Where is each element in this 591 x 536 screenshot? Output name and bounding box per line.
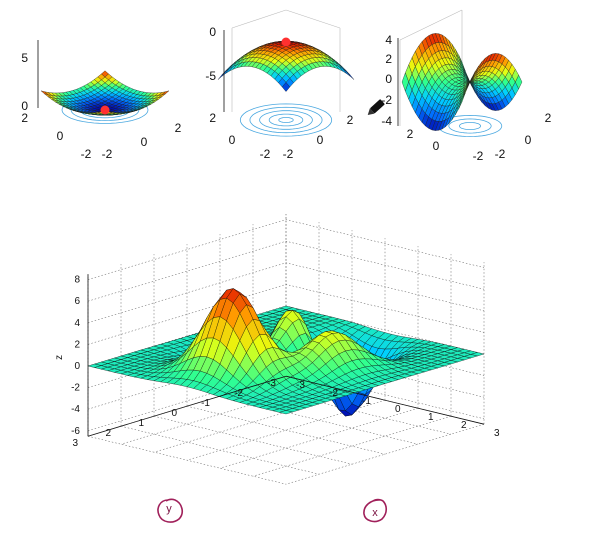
axis-lines xyxy=(87,274,485,437)
tick-label: 2 xyxy=(209,111,216,125)
saddle-surface xyxy=(401,33,523,131)
tick-label: 3 xyxy=(72,438,78,449)
tick-label: -1 xyxy=(362,396,371,407)
tick-label: -2 xyxy=(234,388,243,399)
tick-label: 5 xyxy=(21,51,28,65)
tick-label: -2 xyxy=(381,93,392,107)
tick-label: -2 xyxy=(102,147,113,161)
annotation-circle-y xyxy=(157,498,184,523)
tick-label: -4 xyxy=(381,114,392,128)
tick-label: 0 xyxy=(141,135,148,149)
tick-label: -3 xyxy=(296,380,305,391)
contour-lines xyxy=(239,103,333,137)
tick-label: 2 xyxy=(407,127,414,141)
tick-label: 0 xyxy=(74,361,80,372)
tick-label: -6 xyxy=(71,426,80,437)
tick-label: -1 xyxy=(201,398,210,409)
tick-label: -2 xyxy=(283,147,294,161)
tick-label: 0 xyxy=(385,72,392,86)
tick-label: -5 xyxy=(205,69,216,83)
tick-label: 8 xyxy=(74,275,80,286)
annotation-circle-x xyxy=(363,498,388,523)
tick-label: -2 xyxy=(260,147,271,161)
tick-label: 2 xyxy=(21,111,28,125)
tick-label: 4 xyxy=(385,33,392,47)
tick-label: -2 xyxy=(495,147,506,161)
tick-label: -2 xyxy=(473,149,484,163)
tick-label: 6 xyxy=(74,296,80,307)
tick-label: -2 xyxy=(329,388,338,399)
z-axis-label: z xyxy=(54,355,65,360)
tick-label: 0 xyxy=(317,133,324,147)
tick-label: 0 xyxy=(525,133,532,147)
tick-label: 0 xyxy=(171,408,177,419)
tick-label: -2 xyxy=(71,383,80,394)
tick-label: 0 xyxy=(433,139,440,153)
tick-label: 2 xyxy=(347,113,354,127)
tick-label: 1 xyxy=(138,418,144,429)
tick-label: 2 xyxy=(74,339,80,350)
dome-surface-plot: 0-520-2 -202 xyxy=(205,9,355,161)
x-axis-label: x xyxy=(372,507,378,519)
saddle-surface-plot: 420-2-420-2 -202 xyxy=(381,9,552,163)
y-axis-label: y xyxy=(166,503,172,515)
tick-label: 2 xyxy=(105,428,111,439)
tick-label: 3 xyxy=(494,428,500,439)
tick-label: 0 xyxy=(395,404,401,415)
tick-label: 4 xyxy=(74,318,80,329)
tick-label: -4 xyxy=(71,404,80,415)
bowl-surface xyxy=(40,70,170,116)
minimum-marker xyxy=(100,105,110,115)
tick-label: 2 xyxy=(461,420,467,431)
tick-label: 0 xyxy=(57,129,64,143)
tick-label: 2 xyxy=(385,52,392,66)
tick-label: 2 xyxy=(545,111,552,125)
pencil-cursor-icon xyxy=(367,99,385,115)
tick-label: -3 xyxy=(267,378,276,389)
peaks-surface xyxy=(87,288,485,417)
tick-label: 2 xyxy=(175,121,182,135)
tick-label: 0 xyxy=(21,99,28,113)
tick-label: 1 xyxy=(428,412,434,423)
maximum-marker xyxy=(281,37,291,47)
tick-label: 0 xyxy=(229,133,236,147)
dome-surface xyxy=(217,40,355,92)
tick-label: -2 xyxy=(81,147,92,161)
tick-label: 0 xyxy=(209,25,216,39)
